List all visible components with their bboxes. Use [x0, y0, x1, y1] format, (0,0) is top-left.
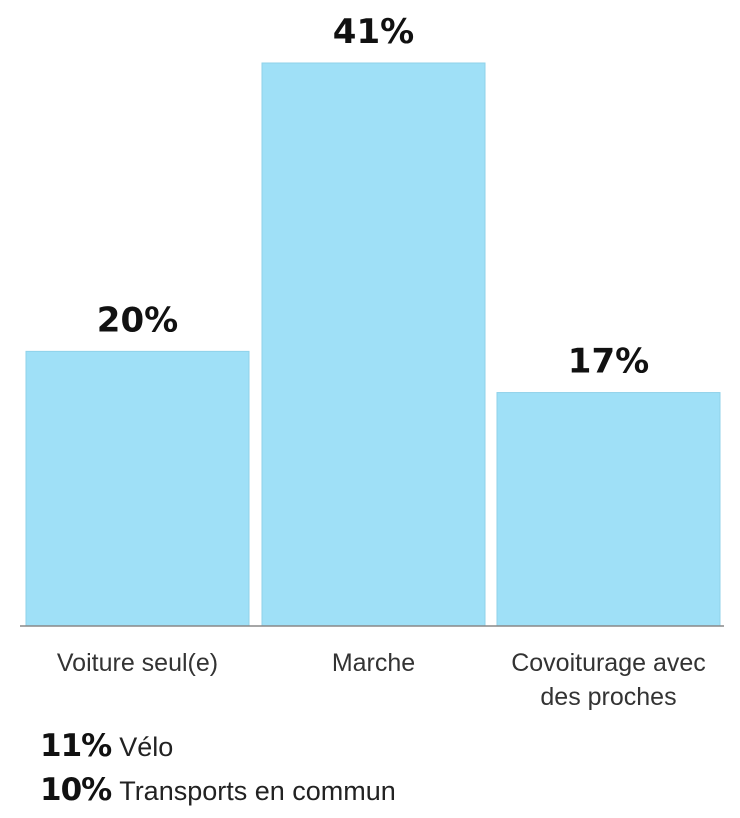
category-labels-group: Voiture seul(e) Marche Covoiturage avec des… [57, 649, 706, 711]
bar-2 [261, 62, 486, 627]
bar-value-label: 20% [97, 300, 178, 340]
other-mode-label: Transports en commun [119, 776, 396, 806]
value-labels-group: 20% 41% 17% [97, 12, 649, 382]
bar-3 [496, 392, 721, 627]
other-mode-transports: 10% Transports en commun [40, 768, 720, 812]
bar-1 [25, 350, 250, 627]
other-mode-label: Vélo [119, 732, 174, 762]
other-mode-percent: 10% [40, 772, 112, 808]
bars-group [25, 62, 721, 627]
category-label: des proches [540, 683, 676, 711]
bar-chart: 20% 41% 17% Voiture seul(e) Marche Covoitura… [20, 12, 724, 711]
bar-value-label: 17% [568, 342, 649, 382]
category-label: Voiture seul(e) [57, 649, 218, 677]
bar-value-label: 41% [333, 12, 414, 52]
other-mode-percent: 11% [40, 728, 112, 764]
category-label: Marche [332, 649, 415, 677]
other-modes-list: 11% Vélo 10% Transports en commun [40, 724, 720, 812]
other-mode-velo: 11% Vélo [40, 724, 720, 768]
category-label: Covoiturage avec [511, 649, 706, 677]
